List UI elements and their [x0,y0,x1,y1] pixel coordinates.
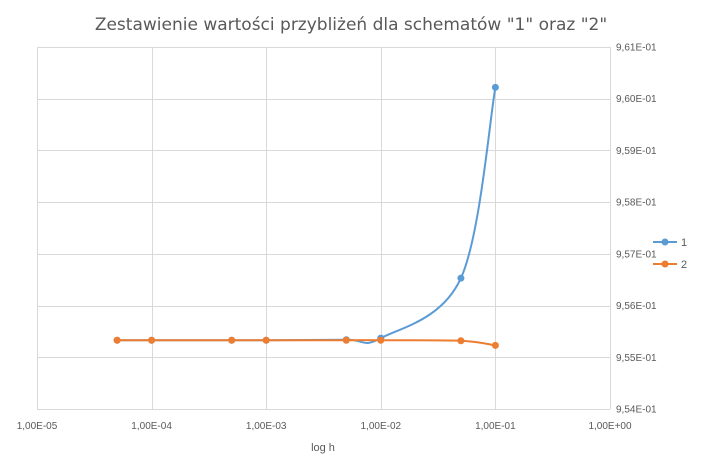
y-tick-label: 9,61E-01 [616,43,657,54]
grid [37,47,611,410]
chart-title: Zestawienie wartości przybliżeń dla sche… [95,15,607,35]
data-point [457,337,465,345]
legend: 12 [653,237,687,271]
y-tick-label: 9,55E-01 [616,353,657,364]
x-tick-label: 1,00E-02 [361,421,402,432]
legend-item: 1 [653,237,687,249]
x-tick-label: 1,00E-03 [246,421,287,432]
x-tick-label: 1,00E-04 [131,421,172,432]
legend-item: 2 [653,259,687,271]
legend-label: 1 [681,237,687,249]
series-line [116,86,497,345]
data-point [228,336,236,344]
y-tick-label: 9,59E-01 [616,146,657,157]
data-point [491,83,499,91]
x-tick-label: 1,00E+00 [588,421,632,432]
data-point [457,274,465,282]
y-tick-label: 9,54E-01 [616,405,657,416]
legend-marker-icon [661,238,669,246]
y-tick-label: 9,56E-01 [616,301,657,312]
x-tick-label: 1,00E-01 [475,421,516,432]
series-1 [113,83,499,345]
y-tick-label: 9,60E-01 [616,94,657,105]
data-point [377,336,385,344]
x-axis-title: log h [311,442,335,454]
y-axis-tick-labels: 9,54E-01 9,55E-01 9,56E-01 9,57E-01 9,58E-01… [616,43,657,416]
plot-area [113,83,499,349]
y-tick-label: 9,58E-01 [616,198,657,209]
data-point [262,336,270,344]
legend-marker-icon [661,260,669,268]
data-point [113,336,121,344]
x-tick-label: 1,00E-05 [17,421,58,432]
data-point [342,336,350,344]
y-tick-label: 9,57E-01 [616,249,657,260]
x-axis-tick-labels: 1,00E-05 1,00E-04 1,00E-03 1,00E-02 1,00E-01… [17,421,632,432]
series-2 [113,336,499,349]
series-line [116,339,497,347]
data-point [148,336,156,344]
data-point [491,341,499,349]
legend-label: 2 [681,259,687,271]
